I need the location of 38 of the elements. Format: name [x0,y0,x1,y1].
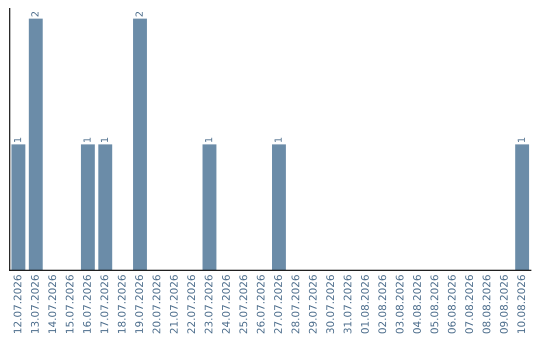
x-tick-label: 20.07.2026 [152,275,160,334]
x-tick-label: 17.07.2026 [100,275,108,333]
x-tick-label: 10.08.2026 [517,275,526,333]
x-tick-label: 07.08.2026 [465,275,474,334]
data-label: 1 [518,138,525,142]
data-label: 1 [14,138,22,142]
x-tick-label: 21.07.2026 [170,275,178,334]
x-tick-label: 08.08.2026 [482,275,490,334]
data-label: 2 [135,12,143,16]
x-tick-label: 06.08.2026 [448,275,456,334]
x-tick-label: 01.08.2026 [360,275,369,334]
x-tick-label: 29.07.2026 [308,275,317,334]
x-tick-label: 26.07.2026 [256,275,265,334]
data-label: 1 [274,138,282,142]
data-label: 1 [100,138,108,142]
x-tick-label: 15.07.2026 [66,275,74,333]
x-tick-label: 05.08.2026 [430,275,438,334]
x-tick-label: 14.07.2026 [48,275,56,333]
x-tick-label: 31.07.2026 [344,275,352,334]
x-tick-label: 19.07.2026 [135,275,144,333]
data-label: 1 [83,138,91,142]
x-tick-label: 23.07.2026 [204,275,212,334]
x-tick-label: 30.07.2026 [326,275,334,334]
x-tick-label: 22.07.2026 [187,275,196,334]
x-tick-label: 27.07.2026 [274,275,282,334]
x-tick-label: 25.07.2026 [239,275,248,334]
data-label: 1 [205,138,212,142]
x-tick-label: 24.07.2026 [222,275,230,334]
x-tick-label: 04.08.2026 [413,275,421,334]
x-tick-label: 12.07.2026 [14,275,22,333]
x-tick-label: 09.08.2026 [500,275,508,334]
x-tick-label: 28.07.2026 [291,275,300,334]
x-tick-label: 16.07.2026 [83,275,91,333]
x-tick-label: 02.08.2026 [378,275,386,334]
x-tick-label: 18.07.2026 [118,275,126,333]
x-tick-label: 13.07.2026 [30,275,39,333]
data-label: 2 [31,12,38,16]
x-tick-label: 03.08.2026 [396,275,404,334]
